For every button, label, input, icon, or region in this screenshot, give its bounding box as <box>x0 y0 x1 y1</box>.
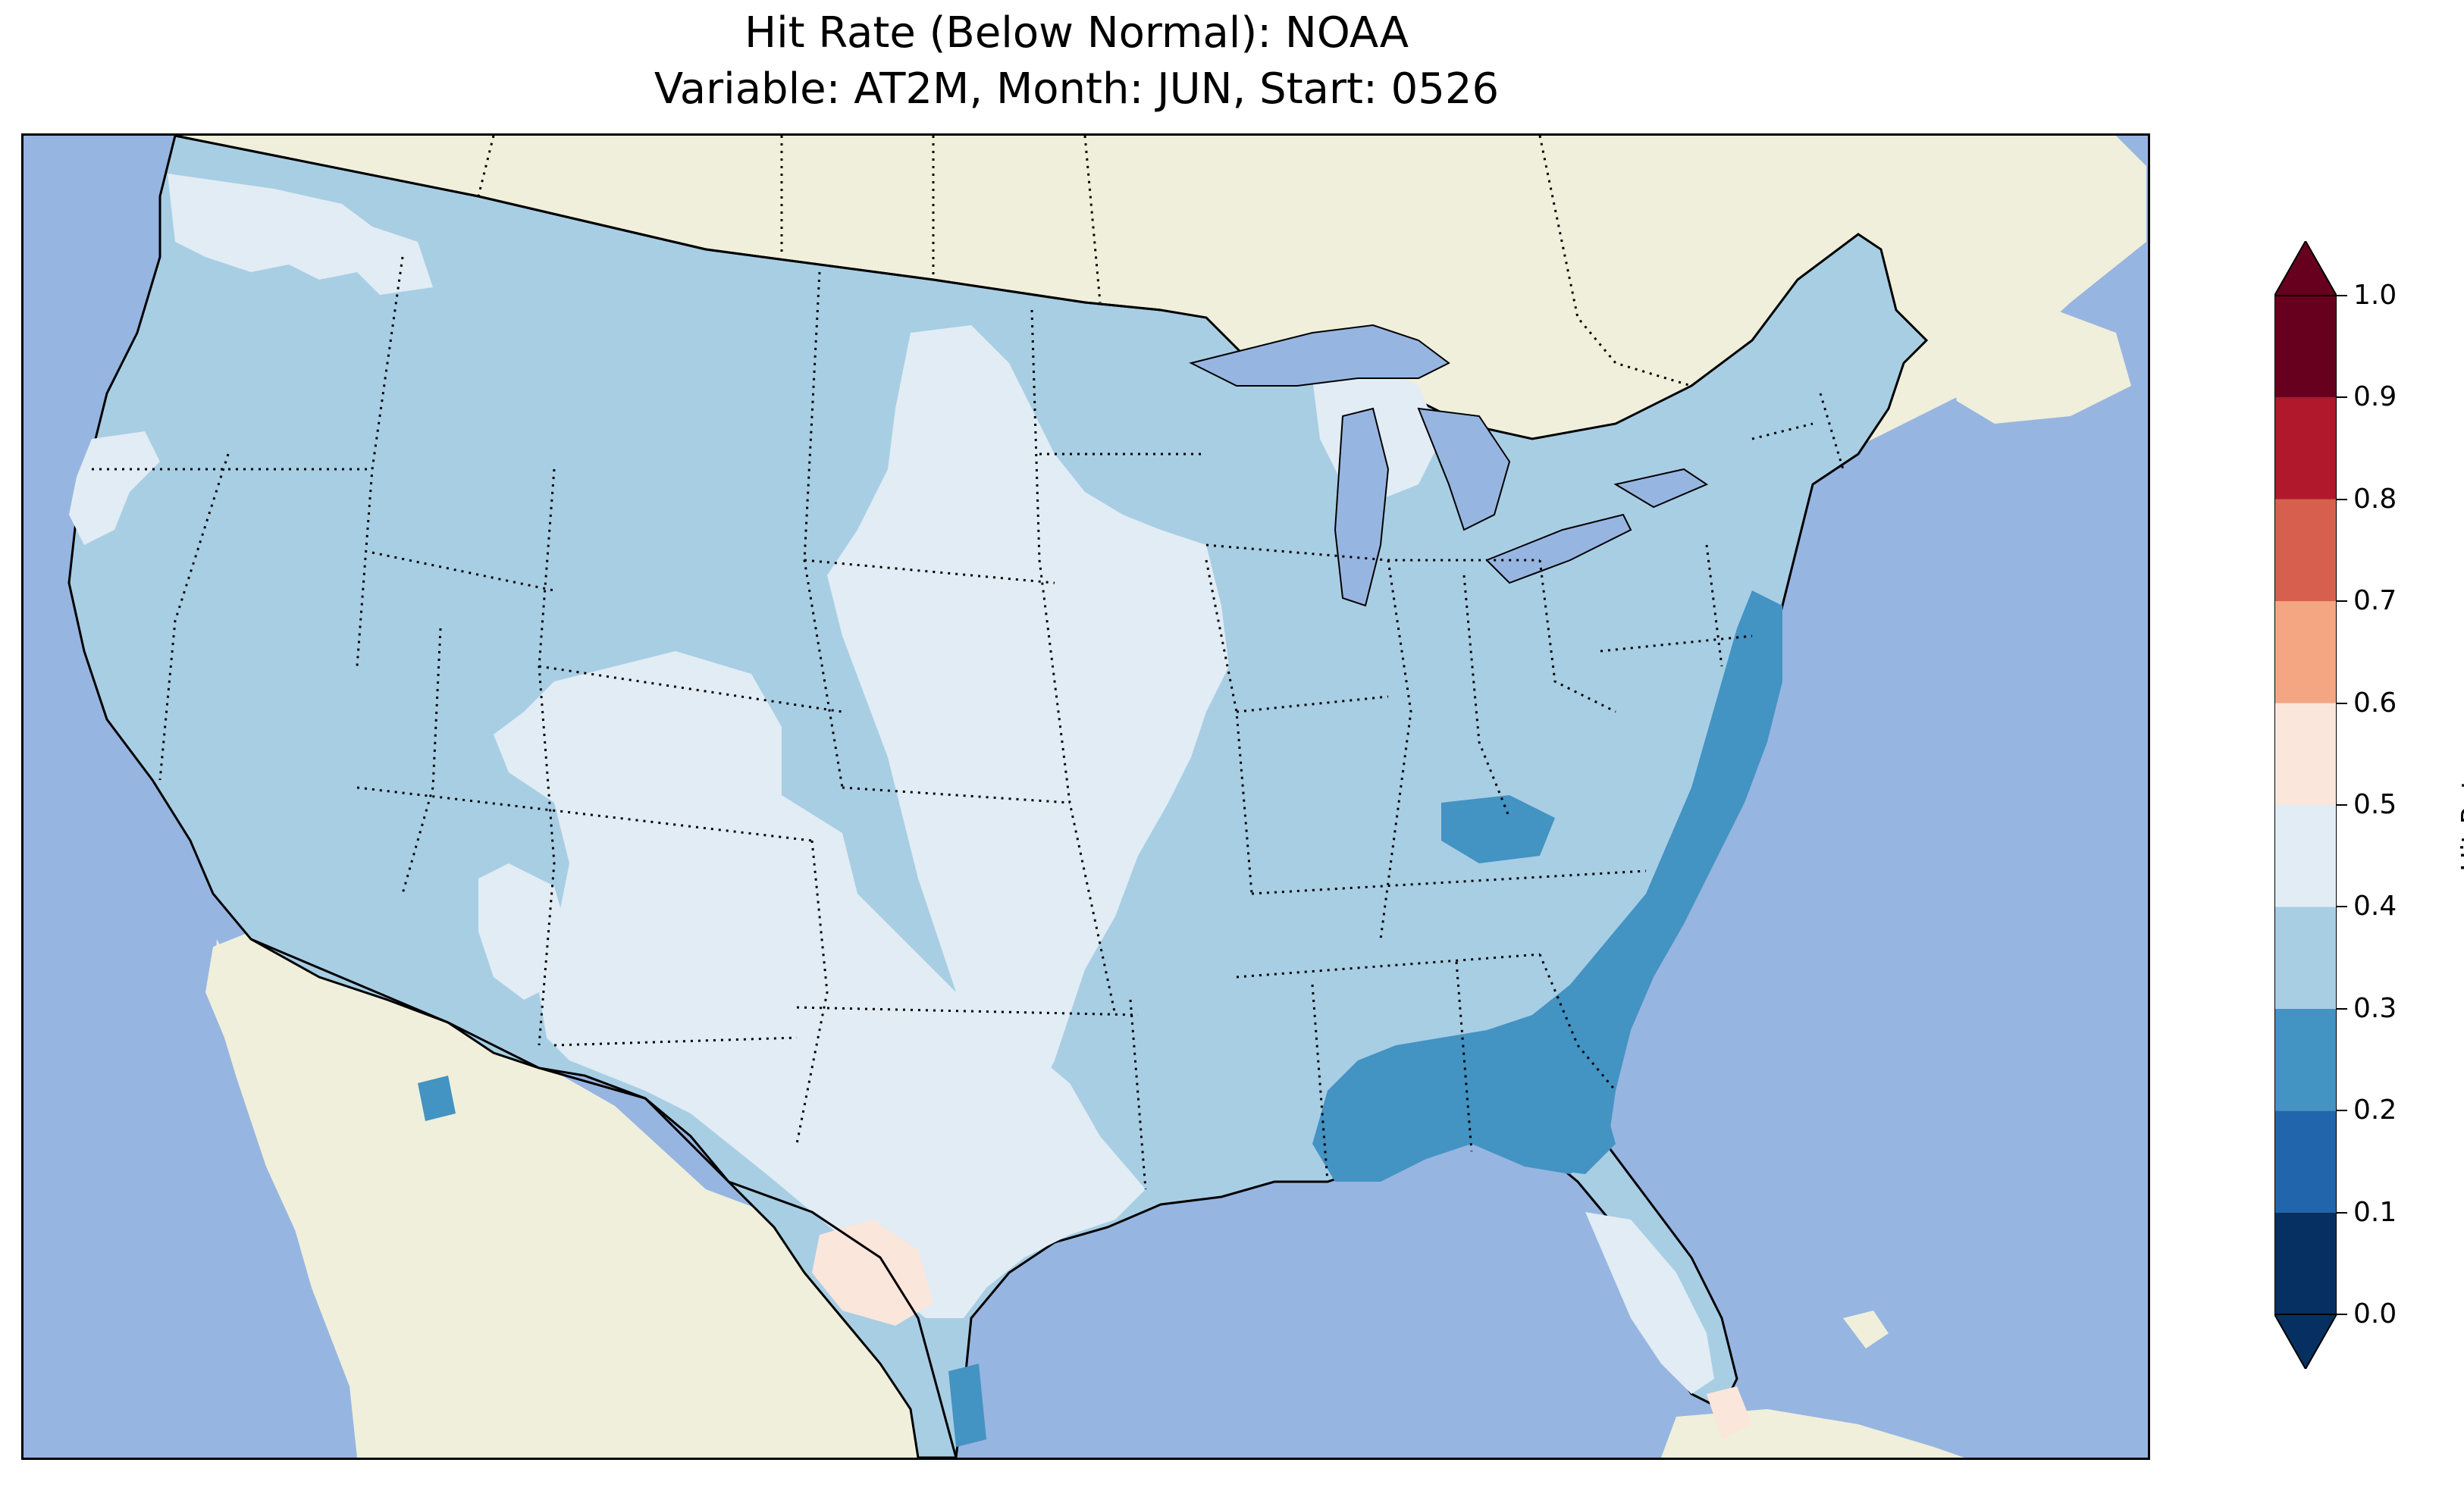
map-panel[interactable] <box>21 133 2150 1460</box>
colorbar-bin-4 <box>2274 805 2337 907</box>
region-northwest-light <box>168 174 433 295</box>
region-rockies-light <box>494 651 1146 1318</box>
region-ohio-dark <box>1441 795 1555 863</box>
colorbar-tick-label: 0.4 <box>2353 891 2397 922</box>
lake-huron <box>1417 407 1511 531</box>
lake-erie <box>1485 513 1632 584</box>
colorbar-tick-label: 0.3 <box>2353 992 2397 1024</box>
region-florida-light <box>1585 1212 1714 1394</box>
colorbar-tick-mark <box>2337 600 2347 603</box>
colorbar-bin-5 <box>2274 703 2337 805</box>
colorbar-tick-label: 0.0 <box>2353 1298 2397 1330</box>
colorbar-bin-2 <box>2274 1008 2337 1111</box>
colorbar-bin-3 <box>2274 907 2337 1009</box>
colorbar-tick-label: 0.1 <box>2353 1196 2397 1228</box>
lake-ontario <box>1613 468 1709 509</box>
colorbar-tick-label: 1.0 <box>2353 280 2397 311</box>
region-texas-warm <box>812 1220 933 1326</box>
colorbar-bin-8 <box>2274 397 2337 500</box>
colorbar-tick-mark <box>2337 1211 2347 1214</box>
region-southwest-tan <box>478 863 569 1000</box>
colorbar-tick-mark <box>2337 295 2347 296</box>
colorbar-extend-bottom <box>2273 1314 2338 1371</box>
colorbar-tick-label: 0.8 <box>2353 483 2397 515</box>
colorbar-tick-mark <box>2337 702 2347 704</box>
colorbar-tick-mark <box>2337 498 2347 500</box>
lake-michigan <box>1334 407 1390 607</box>
region-texas-coast-dark <box>948 1364 986 1447</box>
state-borders <box>92 256 1845 1190</box>
region-oregon-light <box>69 431 160 545</box>
colorbar-bin-0 <box>2274 1212 2337 1314</box>
mexico-land <box>205 932 956 1458</box>
colorbar-tick-mark <box>2337 1110 2347 1112</box>
colorbar-tick-mark <box>2337 1314 2347 1315</box>
colorbar-extend-top <box>2273 239 2338 296</box>
region-florida-warm <box>1707 1386 1752 1439</box>
colorbar-tick-label: 0.5 <box>2353 789 2397 820</box>
colorbar-tick-mark <box>2337 906 2347 908</box>
colorbar-tick-mark <box>2337 396 2347 399</box>
region-georgia-dark <box>1464 1053 1616 1174</box>
lake-superior <box>1189 324 1450 387</box>
region-arizona-dark <box>418 1076 456 1121</box>
colorbar-bin-9 <box>2274 296 2337 398</box>
maritimes-land <box>1949 310 2131 424</box>
baja-peninsula <box>213 939 448 1455</box>
map-canvas[interactable] <box>24 136 2148 1458</box>
colorbar-tick-label: 0.9 <box>2353 381 2397 413</box>
colorbar-tick-label: 0.6 <box>2353 687 2397 719</box>
canada-province-borders <box>477 136 1692 387</box>
colorbar-tick-label: 0.2 <box>2353 1095 2397 1126</box>
colorbar-label: Hit Rate <box>2456 761 2464 872</box>
region-plains-light <box>827 325 1229 1136</box>
bahamas-island <box>1843 1311 1889 1348</box>
colorbar-bin-6 <box>2274 601 2337 703</box>
colorbar <box>2273 239 2338 1371</box>
colorbar-tick-mark <box>2337 804 2347 806</box>
colorbar-bin-1 <box>2274 1110 2337 1213</box>
colorbar-bin-7 <box>2274 499 2337 602</box>
country-borders <box>174 136 1161 1458</box>
map-subtitle: Variable: AT2M, Month: JUN, Start: 0526 <box>654 64 1500 114</box>
map-title: Hit Rate (Below Normal): NOAA <box>744 8 1409 58</box>
colorbar-tick-label: 0.7 <box>2353 585 2397 617</box>
colorbar-tick-mark <box>2337 1007 2347 1010</box>
